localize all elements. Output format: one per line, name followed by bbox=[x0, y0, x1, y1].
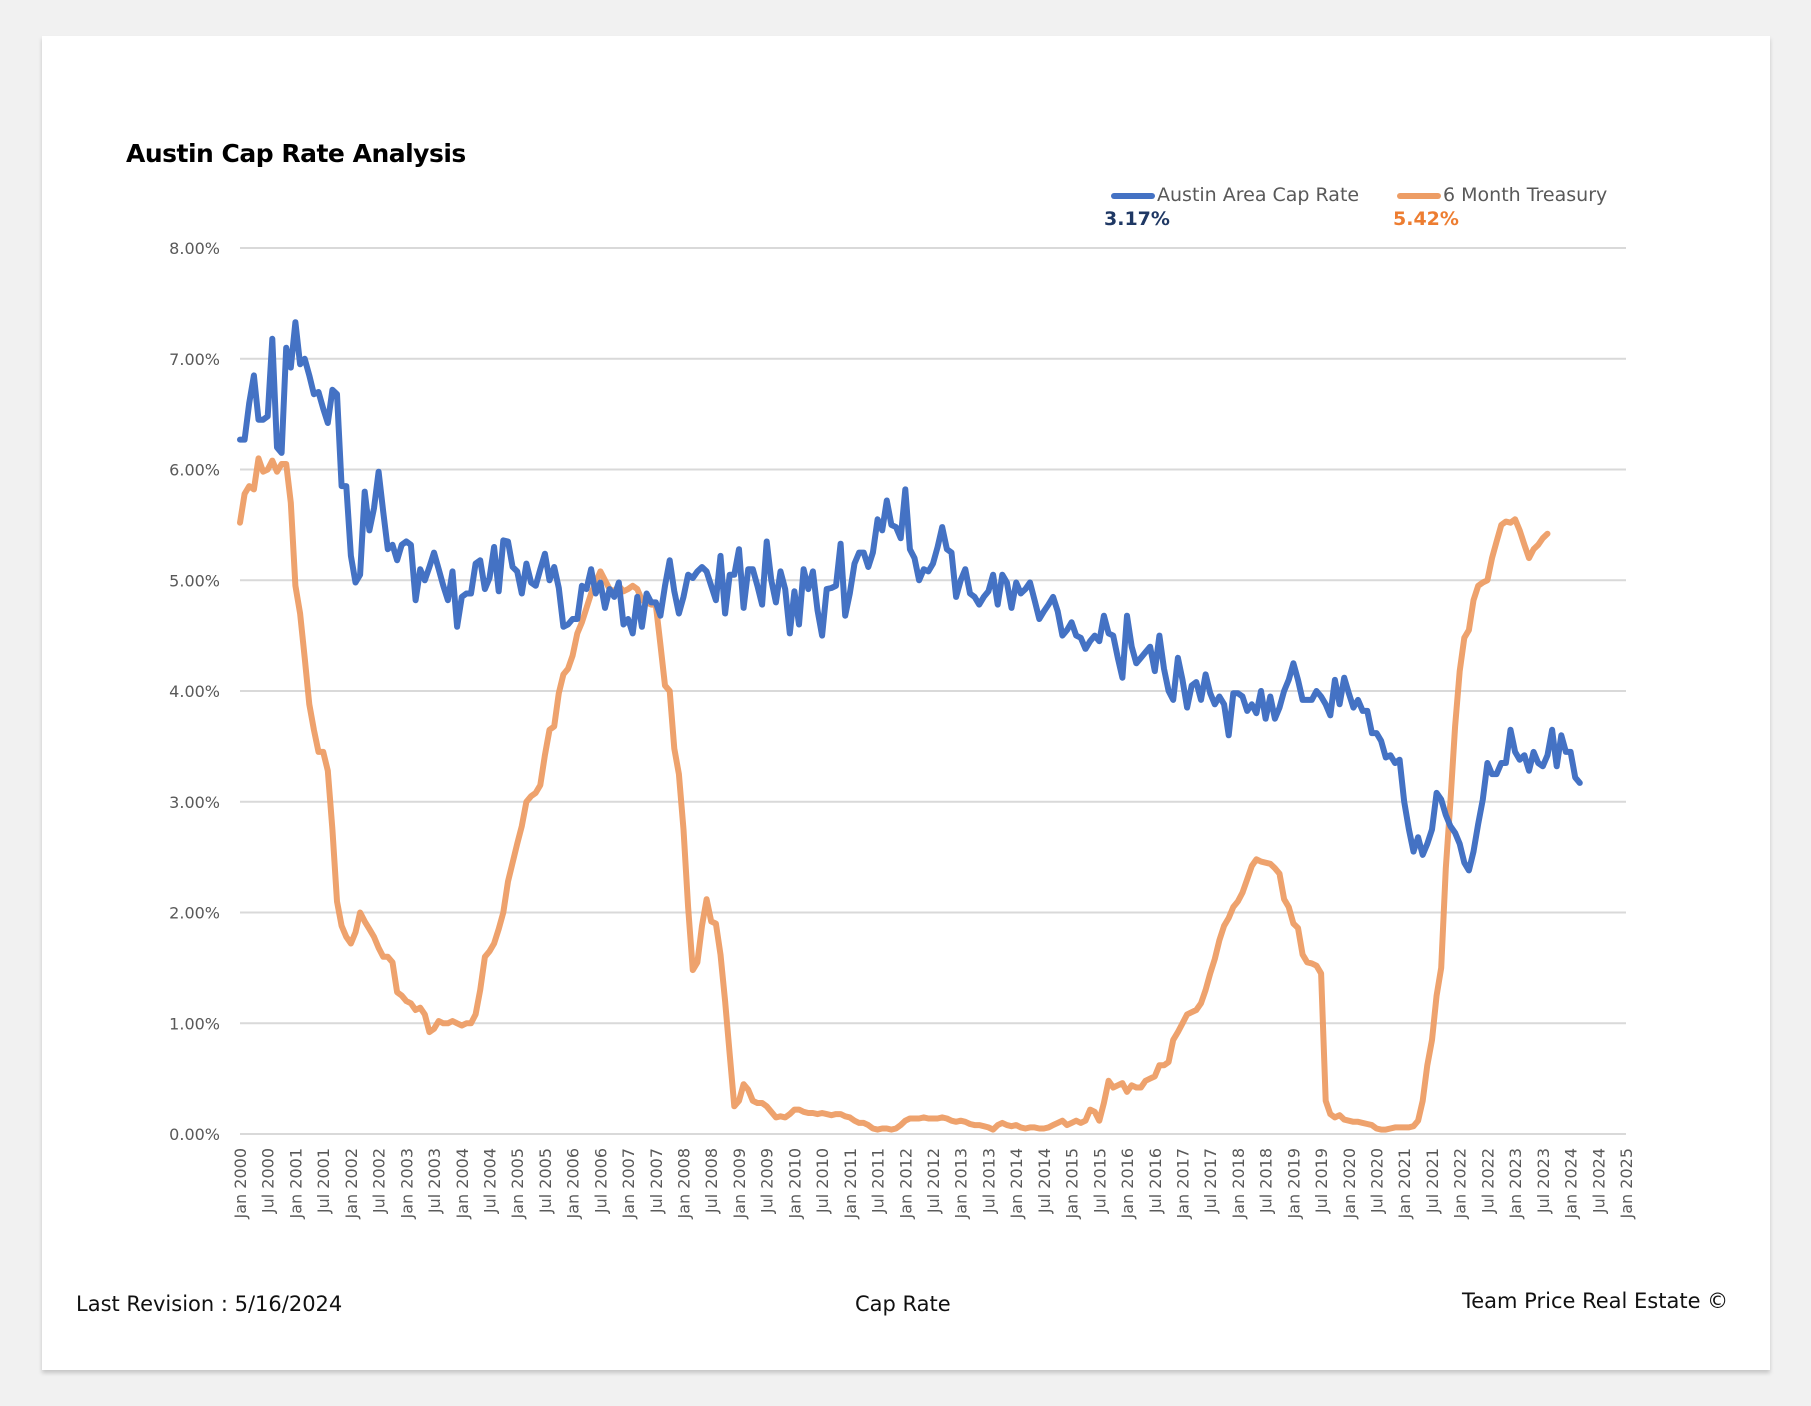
y-tick-label: 2.00% bbox=[169, 904, 220, 923]
x-tick-label: Jan 2003 bbox=[397, 1148, 416, 1219]
x-tick-label: Jul 2023 bbox=[1534, 1148, 1553, 1214]
series-line-6-month-treasury bbox=[237, 455, 1551, 1133]
x-tick-label: Jan 2000 bbox=[231, 1148, 250, 1219]
x-tick-label: Jul 2013 bbox=[979, 1148, 998, 1214]
legend-item-6-month-treasury: 6 Month Treasury bbox=[1397, 184, 1607, 206]
legend-swatch-austin-cap-rate bbox=[1111, 192, 1155, 199]
x-tick-label: Jul 2001 bbox=[314, 1148, 333, 1214]
x-tick-label: Jul 2015 bbox=[1090, 1148, 1109, 1214]
x-tick-label: Jul 2010 bbox=[813, 1148, 832, 1214]
x-tick-label: Jan 2012 bbox=[896, 1148, 915, 1219]
x-tick-label: Jan 2005 bbox=[508, 1148, 527, 1219]
x-tick-label: Jul 2000 bbox=[259, 1148, 278, 1214]
x-tick-label: Jan 2022 bbox=[1451, 1148, 1470, 1219]
y-tick-label: 1.00% bbox=[169, 1014, 220, 1033]
series-line-austin-area-cap-rate bbox=[237, 319, 1583, 874]
x-tick-label: Jul 2020 bbox=[1368, 1148, 1387, 1214]
x-tick-label: Jan 2013 bbox=[952, 1148, 971, 1219]
x-tick-label: Jul 2024 bbox=[1589, 1148, 1608, 1214]
x-tick-label: Jan 2024 bbox=[1562, 1148, 1581, 1219]
x-tick-label: Jan 2010 bbox=[785, 1148, 804, 1219]
x-tick-label: Jul 2003 bbox=[425, 1148, 444, 1214]
y-tick-label: 6.00% bbox=[169, 461, 220, 480]
footer-last-revision: Last Revision : 5/16/2024 bbox=[76, 1292, 343, 1316]
y-tick-label: 5.00% bbox=[169, 571, 220, 590]
x-tick-label: Jul 2014 bbox=[1035, 1148, 1054, 1214]
x-tick-label: Jan 2002 bbox=[342, 1148, 361, 1219]
x-tick-label: Jul 2016 bbox=[1146, 1148, 1165, 1214]
x-tick-label: Jan 2007 bbox=[619, 1148, 638, 1219]
x-tick-label: Jul 2017 bbox=[1201, 1148, 1220, 1214]
legend-value-6-month-treasury: 5.42% bbox=[1393, 208, 1459, 230]
y-tick-label: 8.00% bbox=[169, 239, 220, 258]
x-tick-label: Jan 2021 bbox=[1395, 1148, 1414, 1219]
x-tick-label: Jul 2007 bbox=[647, 1148, 666, 1214]
chart-title: Austin Cap Rate Analysis bbox=[126, 139, 466, 168]
x-tick-label: Jul 2005 bbox=[536, 1148, 555, 1214]
x-tick-label: Jan 2015 bbox=[1063, 1148, 1082, 1219]
x-tick-label: Jan 2011 bbox=[841, 1148, 860, 1219]
legend-label-austin-cap-rate: Austin Area Cap Rate bbox=[1157, 184, 1360, 206]
x-tick-label: Jan 2006 bbox=[564, 1148, 583, 1219]
x-tick-label: Jan 2009 bbox=[730, 1148, 749, 1219]
legend-item-austin-cap-rate: Austin Area Cap Rate bbox=[1111, 184, 1359, 206]
x-tick-label: Jul 2018 bbox=[1257, 1148, 1276, 1214]
x-tick-label: Jul 2012 bbox=[924, 1148, 943, 1214]
legend-swatch-6-month-treasury bbox=[1397, 192, 1441, 199]
y-tick-label: 4.00% bbox=[169, 682, 220, 701]
x-tick-label: Jan 2016 bbox=[1118, 1148, 1137, 1219]
footer-chart-name: Cap Rate bbox=[855, 1292, 951, 1316]
report-page bbox=[42, 36, 1770, 1370]
x-tick-label: Jul 2004 bbox=[480, 1148, 499, 1214]
x-tick-label: Jan 2008 bbox=[675, 1148, 694, 1219]
x-tick-label: Jul 2006 bbox=[591, 1148, 610, 1214]
x-tick-label: Jan 2019 bbox=[1284, 1148, 1303, 1219]
y-tick-label: 0.00% bbox=[169, 1125, 220, 1144]
x-tick-label: Jan 2014 bbox=[1007, 1148, 1026, 1219]
legend-value-austin-cap-rate: 3.17% bbox=[1104, 208, 1170, 230]
x-tick-label: Jan 2025 bbox=[1617, 1148, 1636, 1219]
x-tick-label: Jul 2019 bbox=[1312, 1148, 1331, 1214]
x-tick-label: Jul 2008 bbox=[702, 1148, 721, 1214]
x-tick-label: Jan 2023 bbox=[1506, 1148, 1525, 1219]
x-tick-label: Jan 2020 bbox=[1340, 1148, 1359, 1219]
x-tick-label: Jan 2018 bbox=[1229, 1148, 1248, 1219]
y-tick-label: 3.00% bbox=[169, 793, 220, 812]
x-tick-label: Jan 2017 bbox=[1173, 1148, 1192, 1219]
x-tick-label: Jul 2002 bbox=[370, 1148, 389, 1214]
x-tick-label: Jul 2021 bbox=[1423, 1148, 1442, 1214]
x-tick-label: Jul 2011 bbox=[869, 1148, 888, 1214]
footer-copyright: Team Price Real Estate © bbox=[1462, 1289, 1729, 1313]
legend-label-6-month-treasury: 6 Month Treasury bbox=[1443, 184, 1608, 206]
x-tick-label: Jan 2001 bbox=[286, 1148, 305, 1219]
x-tick-label: Jan 2004 bbox=[453, 1148, 472, 1219]
x-tick-label: Jul 2022 bbox=[1478, 1148, 1497, 1214]
x-tick-label: Jul 2009 bbox=[758, 1148, 777, 1214]
y-tick-label: 7.00% bbox=[169, 350, 220, 369]
